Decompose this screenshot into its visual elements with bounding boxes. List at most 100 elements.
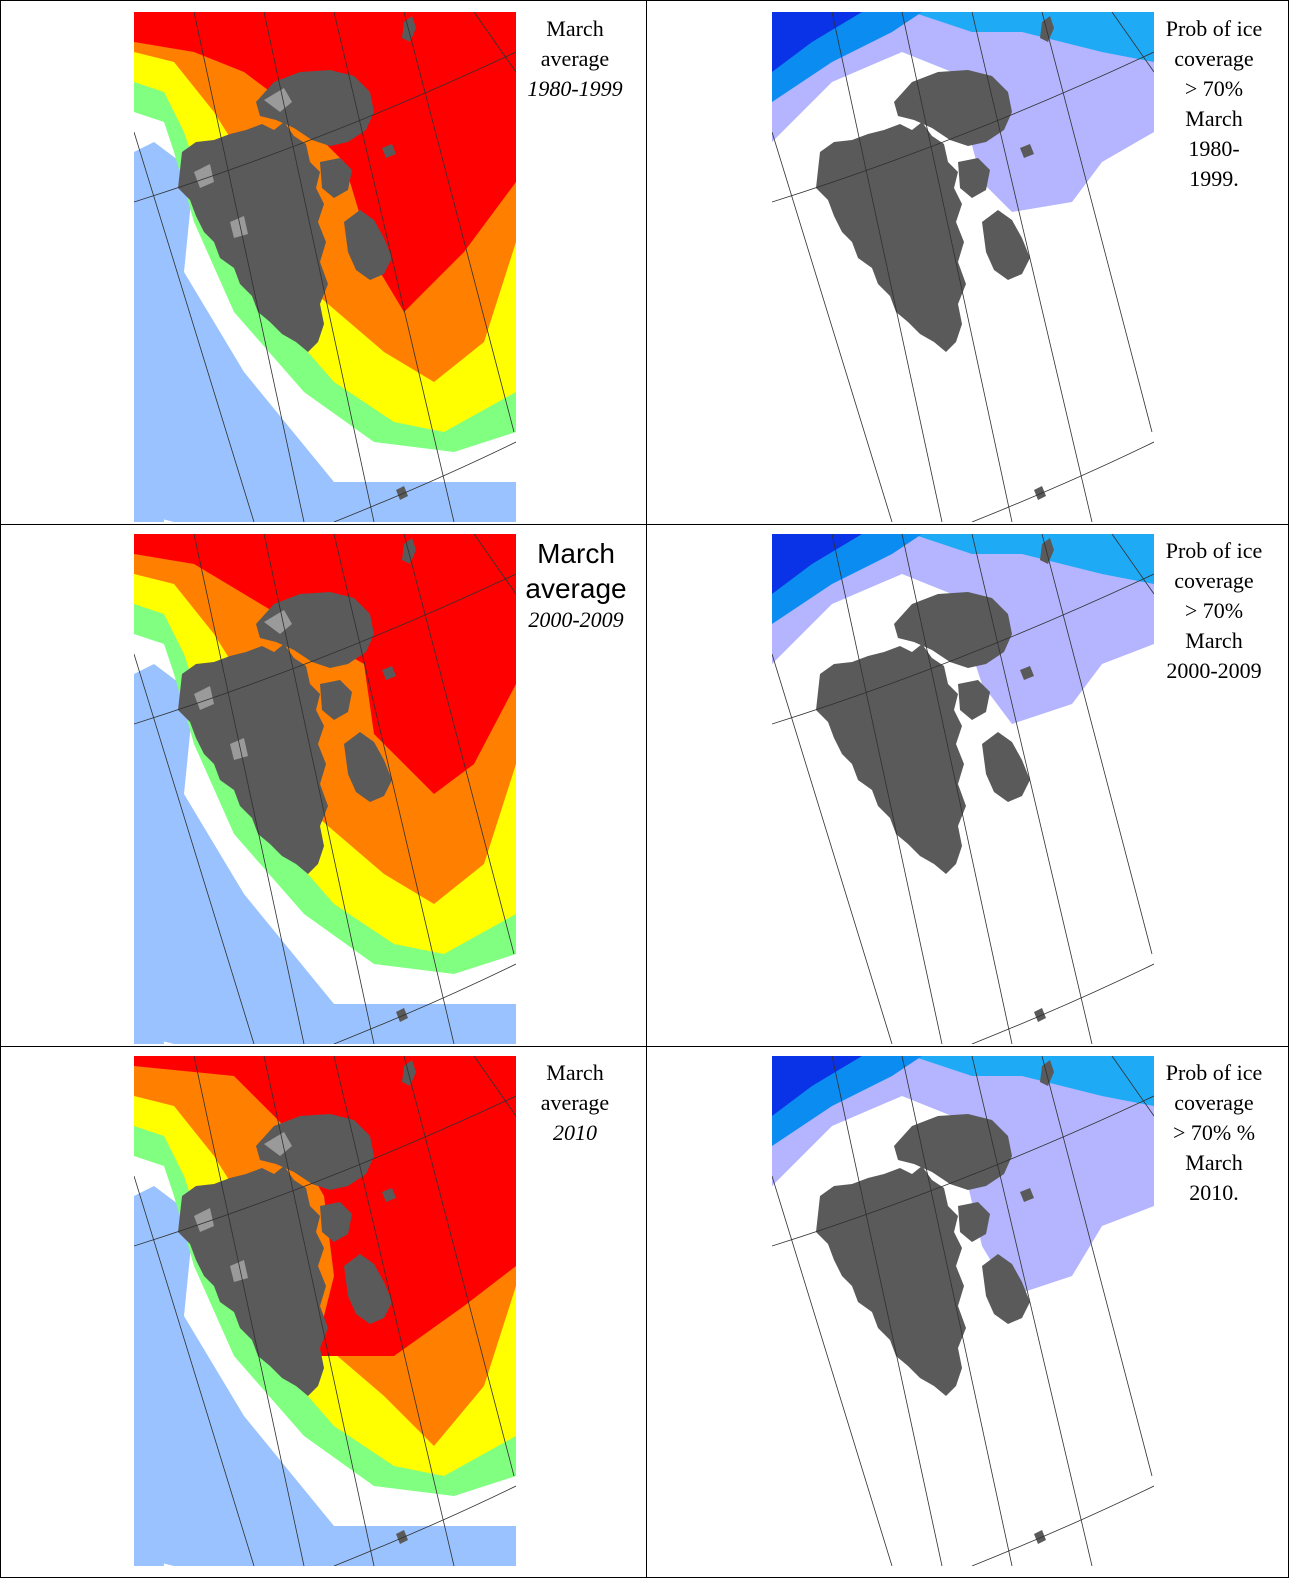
open-water-zone [134,1436,164,1566]
high-probability-zone [772,534,862,594]
meridian-line [193,534,305,1044]
medium-low-probability-zone [912,1056,1154,1106]
meridian-line [193,1056,305,1566]
nordaustlandet-landmass [894,592,1012,668]
open-water-zone [134,664,516,1044]
glacier-area [230,216,248,238]
small-island [382,666,396,680]
caption-line: Prob of ice [1165,16,1263,41]
parallel-line [772,1095,1154,1247]
meridian-line [403,12,515,433]
caption-line: March [1185,1150,1243,1175]
spitsbergen-landmass [816,1166,966,1396]
small-island [402,538,416,564]
small-island [1020,1188,1034,1202]
meridian-line [1041,1056,1153,1477]
graticule [134,534,516,1044]
ice-probability-map-2000-2009 [772,534,1154,1044]
caption-period: 2000-2009 [528,607,624,632]
caption-period: 1980-1999 [527,76,623,101]
small-island [1020,666,1034,680]
barentsoya-landmass [958,680,990,720]
meridian-line [901,12,1013,522]
open-water-zone [134,142,516,522]
low-probability-zone [772,534,1154,724]
caption-period: 2010 [553,1120,597,1145]
meridian-line [1111,12,1154,73]
caption-line: average [540,46,610,71]
meridian-line [193,12,305,522]
parallel-line [971,1485,1154,1566]
caption-line: > 70% % [1172,1120,1256,1145]
medium-low-probability-zone [912,534,1154,584]
very-close-drift-ice-zone [134,12,516,312]
meridian-line [1041,534,1153,955]
graticule [134,12,516,522]
edgeoya-landmass [344,210,392,280]
meridian-line [333,12,455,522]
small-island [396,1008,408,1022]
meridian-line [901,534,1013,1044]
meridian-line [134,131,255,522]
meridian-line [831,1056,943,1566]
caption-line: coverage [1174,1090,1254,1115]
nordaustlandet-landmass [894,1114,1012,1190]
meridian-line [1111,1056,1154,1117]
caption-line: average [540,1090,610,1115]
glacier-area [194,686,214,710]
caption-line: coverage [1174,46,1254,71]
high-probability-zone [772,1056,862,1116]
graticule [772,534,1154,1044]
glacier-area [194,164,214,188]
meridian-line [333,534,455,1044]
small-island [1034,486,1046,500]
ice-concentration-map-1980-1999 [134,12,516,522]
caption-line: March [546,16,604,41]
small-island [396,486,408,500]
meridian-line [772,653,893,1044]
meridian-line [263,1056,375,1566]
edgeoya-landmass [982,210,1030,280]
graticule [772,12,1154,522]
meridian-line [772,1175,893,1566]
edgeoya-landmass [982,732,1030,802]
barentsoya-landmass [320,158,352,198]
meridian-line [772,131,893,522]
parallel-line [971,963,1154,1044]
low-probability-zone [772,1056,1154,1296]
spitsbergen-landmass [816,644,966,874]
barentsoya-landmass [958,158,990,198]
ice-probability-map-2010 [772,1056,1154,1566]
small-island [382,1188,396,1202]
caption-line: March [537,538,615,569]
small-island [396,1530,408,1544]
open-water-zone [134,914,164,1044]
graticule [772,1056,1154,1566]
glacier-area [264,88,292,112]
barentsoya-landmass [958,1202,990,1242]
caption-line: > 70% [1184,598,1244,623]
spitsbergen-landmass [178,1166,328,1396]
glacier-area [230,738,248,760]
small-island [402,16,416,42]
meridian-line [473,534,516,595]
meridian-line [971,1056,1093,1566]
nordaustlandet-landmass [256,592,374,668]
nordaustlandet-landmass [256,1114,374,1190]
average-caption: March average 2000-2009 [515,536,637,634]
meridian-line [1041,12,1153,433]
caption-line: 2010. [1189,1180,1239,1205]
high-probability-zone [772,12,862,72]
parallel-line [333,963,516,1044]
glacier-area [230,1260,248,1282]
spitsbergen-landmass [178,122,328,352]
small-island [1034,1530,1046,1544]
meridian-line [901,1056,1013,1566]
ice-concentration-map-2000-2009 [134,534,516,1044]
caption-line: average [525,573,627,604]
nordaustlandet-landmass [256,70,374,146]
caption-line: Prob of ice [1165,1060,1263,1085]
caption-line: 1980- [1188,136,1240,161]
parallel-line [134,573,516,725]
